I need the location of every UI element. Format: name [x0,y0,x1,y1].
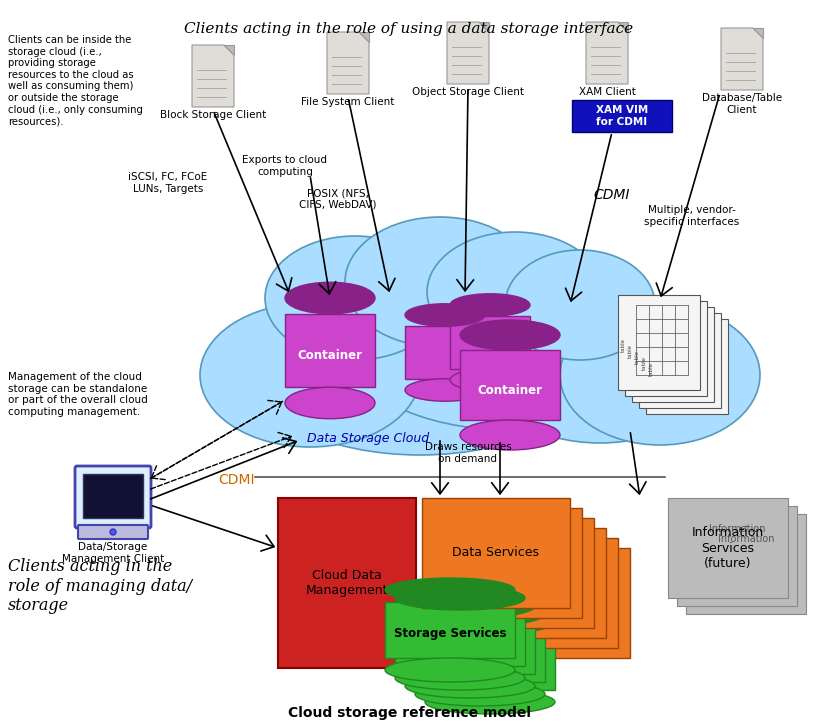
Ellipse shape [200,303,420,447]
Text: CDMI: CDMI [594,188,631,202]
Polygon shape [405,327,485,379]
FancyBboxPatch shape [470,538,618,648]
Text: table: table [642,356,647,370]
Ellipse shape [345,217,535,347]
Polygon shape [586,22,628,84]
Polygon shape [385,602,515,658]
Ellipse shape [427,232,603,352]
Text: File System Client: File System Client [301,97,395,107]
Polygon shape [359,32,369,42]
Text: Exports to cloud
computing: Exports to cloud computing [242,155,328,177]
Polygon shape [415,626,545,682]
Text: Clients acting in the
role of managing data/
storage: Clients acting in the role of managing d… [8,558,192,614]
FancyBboxPatch shape [78,525,148,539]
Polygon shape [753,28,763,38]
FancyBboxPatch shape [83,474,143,518]
Text: XAM Client: XAM Client [578,87,636,97]
FancyBboxPatch shape [572,100,672,132]
Ellipse shape [285,387,375,418]
Polygon shape [224,45,234,55]
Text: XAM VIM
for CDMI: XAM VIM for CDMI [596,105,648,127]
Text: Container: Container [477,384,542,397]
FancyBboxPatch shape [278,498,416,668]
FancyBboxPatch shape [434,508,582,618]
Ellipse shape [505,250,655,360]
Text: table: table [621,338,626,352]
Text: Information: Information [717,534,774,544]
Text: table: table [635,350,640,364]
FancyBboxPatch shape [686,514,806,614]
Ellipse shape [405,674,535,698]
Polygon shape [618,22,628,32]
Ellipse shape [415,682,545,706]
Polygon shape [447,22,489,84]
Ellipse shape [425,690,555,714]
Ellipse shape [450,369,530,391]
Text: Data Storage Cloud: Data Storage Cloud [307,432,429,445]
Text: Information
Services
(future): Information Services (future) [692,526,764,570]
Ellipse shape [405,379,485,401]
Text: Storage Services: Storage Services [394,628,506,641]
Ellipse shape [345,260,675,430]
Circle shape [110,529,116,535]
Text: Management of the cloud
storage can be standalone
or part of the overall cloud
c: Management of the cloud storage can be s… [8,372,147,417]
FancyBboxPatch shape [75,466,151,528]
Polygon shape [192,45,234,107]
Ellipse shape [395,586,525,610]
Polygon shape [285,313,375,387]
Text: Information: Information [708,524,765,534]
FancyBboxPatch shape [618,295,700,390]
Text: Cloud Data
Management: Cloud Data Management [305,569,388,597]
Text: Container: Container [297,349,363,362]
Text: table: table [628,344,633,358]
Ellipse shape [245,275,595,455]
Polygon shape [327,32,369,94]
Ellipse shape [265,236,445,360]
Ellipse shape [425,610,555,634]
Ellipse shape [560,305,760,445]
FancyBboxPatch shape [639,313,721,408]
FancyBboxPatch shape [646,319,728,414]
FancyBboxPatch shape [677,506,797,606]
Polygon shape [479,22,489,32]
FancyBboxPatch shape [446,518,594,628]
Text: Cloud storage reference model: Cloud storage reference model [287,706,531,720]
Text: Clients acting in the role of using a data storage interface: Clients acting in the role of using a da… [184,22,634,36]
Ellipse shape [415,602,545,626]
Text: Database/Table
Client: Database/Table Client [702,93,782,114]
Polygon shape [721,28,763,90]
Text: Object Storage Client: Object Storage Client [412,87,524,97]
FancyBboxPatch shape [422,498,570,608]
Text: table: table [649,362,654,376]
FancyBboxPatch shape [482,548,630,658]
Ellipse shape [450,294,530,316]
Text: Draws resources
on demand: Draws resources on demand [424,442,511,463]
Ellipse shape [460,320,560,350]
FancyBboxPatch shape [668,498,788,598]
Ellipse shape [385,658,515,682]
Text: Clients can be inside the
storage cloud (i.e.,
providing storage
resources to th: Clients can be inside the storage cloud … [8,35,143,126]
Text: Block Storage Client: Block Storage Client [160,110,266,120]
Polygon shape [450,316,530,369]
FancyBboxPatch shape [625,301,707,396]
Polygon shape [460,350,560,420]
Ellipse shape [395,666,525,690]
Ellipse shape [405,304,485,327]
Polygon shape [405,618,535,674]
Ellipse shape [405,594,535,618]
Text: CDMI: CDMI [218,473,255,487]
Polygon shape [425,634,555,690]
Text: Data/Storage
Management Client: Data/Storage Management Client [62,542,164,563]
Text: POSIX (NFS,
CIFS, WebDAV): POSIX (NFS, CIFS, WebDAV) [299,188,377,210]
Ellipse shape [480,287,720,443]
Text: Multiple, vendor-
specific interfaces: Multiple, vendor- specific interfaces [645,205,740,227]
Text: iSCSI, FC, FCoE
LUNs, Targets: iSCSI, FC, FCoE LUNs, Targets [129,172,208,193]
Ellipse shape [285,282,375,313]
Ellipse shape [385,578,515,602]
FancyBboxPatch shape [632,307,714,402]
Ellipse shape [460,420,560,450]
Polygon shape [395,610,525,666]
FancyBboxPatch shape [458,528,606,638]
Text: Data Services: Data Services [453,547,540,560]
